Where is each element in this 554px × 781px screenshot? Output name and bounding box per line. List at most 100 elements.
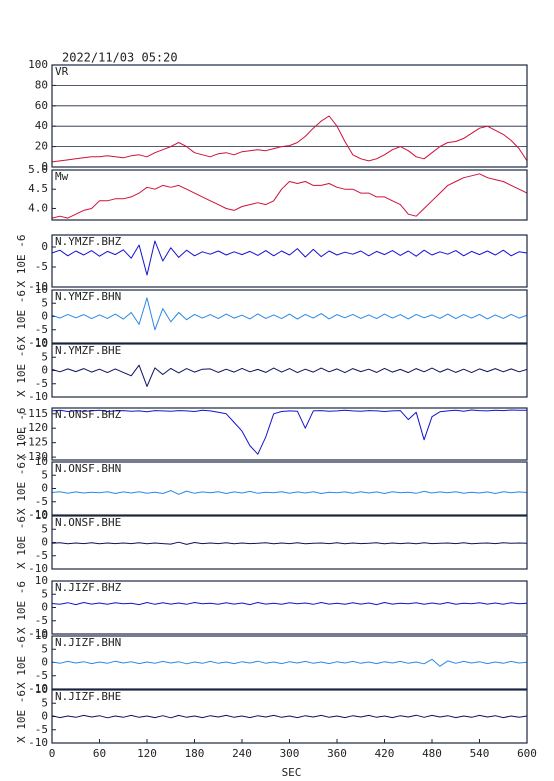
panel-frame: [51, 289, 528, 344]
y-tick-label: 10: [35, 574, 48, 587]
x-tick-label: 60: [93, 747, 106, 760]
y-tick-label: 5: [41, 642, 48, 655]
waveform-line: [51, 173, 528, 219]
y-tick-label: -5: [35, 614, 48, 627]
y-tick-label: 5: [41, 587, 48, 600]
y-tick-label: -5: [35, 495, 48, 508]
y-tick-label: -125: [22, 436, 49, 449]
y-tick-label: 5.0: [28, 163, 48, 176]
y-axis-label: X 10E -6: [15, 462, 28, 515]
y-axis-label: X 10E -6: [15, 290, 28, 343]
panel-frame: [51, 461, 528, 516]
panel-label: VR: [55, 65, 69, 78]
x-tick-label: 600: [517, 747, 537, 760]
y-tick-label: 20: [35, 140, 48, 153]
y-tick-label: -10: [28, 562, 48, 575]
x-tick-label: 180: [185, 747, 205, 760]
panel-label: N.ONSF.BHZ: [55, 408, 122, 421]
panel-label: N.JIZF.BHE: [55, 690, 121, 703]
y-tick-label: 0: [41, 160, 48, 173]
panel-label: N.ONSF.BHN: [55, 462, 121, 475]
y-axis-label: X 10E -6: [15, 636, 28, 689]
y-tick-label: -130: [22, 450, 49, 463]
x-tick-label: 480: [422, 747, 442, 760]
x-tick-label: 540: [470, 747, 490, 760]
panel-label: N.YMZF.BHZ: [55, 235, 122, 248]
panel-frame: [51, 515, 528, 570]
waveform-line: [51, 364, 528, 387]
x-axis-label: SEC: [282, 766, 302, 779]
y-tick-label: -120: [22, 421, 49, 434]
y-tick-label: 5: [41, 350, 48, 363]
panel-frame: [51, 234, 528, 288]
y-tick-label: 10: [35, 455, 48, 468]
waveform-line: [51, 409, 527, 455]
y-tick-label: 100: [28, 58, 48, 71]
y-tick-label: 0: [41, 601, 48, 614]
y-tick-label: 80: [35, 78, 48, 91]
waveform-line: [51, 240, 528, 276]
y-tick-label: -5: [35, 549, 48, 562]
y-tick-label: 40: [35, 119, 48, 132]
waveform-line: [51, 490, 528, 495]
y-tick-label: 0: [41, 310, 48, 323]
y-tick-label: -10: [28, 627, 48, 640]
panel-label: N.YMZF.BHE: [55, 344, 121, 357]
y-tick-label: 5: [41, 468, 48, 481]
y-axis-label: X 10E -6: [15, 235, 28, 288]
y-tick-label: -115: [22, 407, 49, 420]
x-tick-label: 0: [49, 747, 56, 760]
waveform-line: [51, 602, 528, 606]
y-axis-label: X 10E -6: [15, 344, 28, 397]
y-tick-label: 5: [41, 296, 48, 309]
panel-label: N.ONSF.BHE: [55, 516, 121, 529]
y-tick-label: 0: [41, 482, 48, 495]
y-tick-label: 4.5: [28, 182, 48, 195]
panel-frame: [51, 169, 528, 221]
y-tick-label: 0: [41, 364, 48, 377]
panel-frame: [51, 580, 528, 635]
y-tick-label: -5: [35, 377, 48, 390]
y-tick-label: 60: [35, 99, 48, 112]
y-tick-label: -10: [28, 682, 48, 695]
x-tick-label: 240: [232, 747, 252, 760]
y-tick-label: 0: [41, 240, 48, 253]
y-tick-label: 4.0: [28, 201, 48, 214]
y-axis-label: X 10E -6: [15, 516, 28, 569]
panel-label: N.JIZF.BHN: [55, 636, 121, 649]
y-tick-label: -10: [28, 280, 48, 293]
waveform-line: [51, 714, 528, 719]
y-tick-label: 0: [41, 656, 48, 669]
x-tick-label: 360: [327, 747, 347, 760]
panel-frame: [51, 64, 528, 168]
y-tick-label: -10: [28, 336, 48, 349]
y-tick-label: -10: [28, 508, 48, 521]
y-tick-label: -5: [35, 323, 48, 336]
y-axis-label: X 10E -6: [15, 408, 28, 461]
y-tick-label: 10: [35, 683, 48, 696]
panel-label: N.JIZF.BHZ: [55, 581, 122, 594]
y-tick-label: 0: [41, 710, 48, 723]
y-tick-label: 10: [35, 509, 48, 522]
y-tick-label: -5: [35, 723, 48, 736]
panel-label: Mw: [55, 170, 69, 183]
panel-frame: [51, 407, 528, 461]
y-tick-label: 0: [41, 536, 48, 549]
y-axis-label: X 10E -6: [15, 581, 28, 634]
y-tick-label: -10: [28, 390, 48, 403]
waveform-line: [51, 658, 528, 667]
waveform-line: [51, 541, 528, 545]
y-tick-label: -5: [35, 260, 48, 273]
y-tick-label: 10: [35, 629, 48, 642]
waveform-line: [51, 115, 528, 163]
panel-label: N.YMZF.BHN: [55, 290, 121, 303]
y-tick-label: 5: [41, 522, 48, 535]
x-tick-label: 120: [137, 747, 157, 760]
x-tick-label: 300: [280, 747, 300, 760]
panel-frame: [51, 343, 528, 398]
y-tick-label: -10: [28, 736, 48, 749]
waveform-line: [51, 297, 528, 331]
chart-title: 2022/11/03 05:20: [62, 51, 178, 65]
